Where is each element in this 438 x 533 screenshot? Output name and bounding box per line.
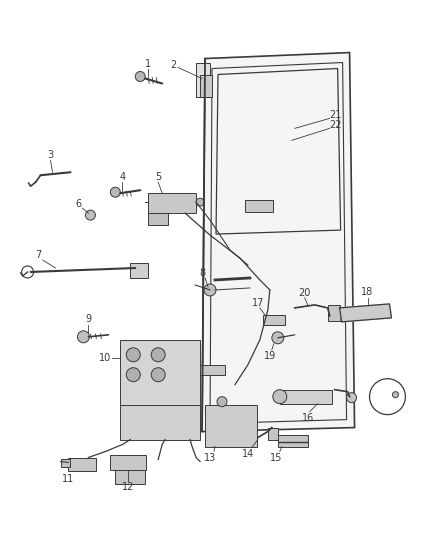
Circle shape bbox=[126, 348, 140, 362]
Bar bbox=[280, 390, 332, 403]
Text: 16: 16 bbox=[302, 413, 314, 423]
Text: 20: 20 bbox=[299, 288, 311, 298]
Text: 13: 13 bbox=[204, 453, 216, 463]
Bar bbox=[68, 457, 96, 472]
Bar bbox=[120, 340, 200, 405]
Text: 5: 5 bbox=[155, 172, 161, 182]
Circle shape bbox=[85, 210, 95, 220]
Text: 12: 12 bbox=[122, 482, 134, 492]
Text: 8: 8 bbox=[199, 268, 205, 278]
Bar bbox=[200, 76, 212, 98]
Text: 9: 9 bbox=[85, 314, 92, 324]
Circle shape bbox=[126, 368, 140, 382]
Circle shape bbox=[151, 368, 165, 382]
Text: 22: 22 bbox=[329, 120, 342, 131]
Bar bbox=[245, 200, 273, 212]
Bar bbox=[148, 193, 196, 213]
Bar bbox=[130, 263, 148, 278]
Circle shape bbox=[272, 332, 284, 344]
Bar bbox=[110, 455, 146, 471]
Bar bbox=[328, 305, 339, 321]
Bar bbox=[196, 62, 210, 98]
Circle shape bbox=[392, 392, 399, 398]
Circle shape bbox=[78, 331, 89, 343]
Polygon shape bbox=[202, 53, 355, 432]
Circle shape bbox=[346, 393, 357, 402]
Text: 3: 3 bbox=[47, 150, 53, 160]
Text: 18: 18 bbox=[361, 287, 374, 297]
Text: 17: 17 bbox=[252, 298, 264, 308]
Text: 10: 10 bbox=[99, 353, 112, 363]
Bar bbox=[278, 434, 308, 447]
Bar bbox=[148, 213, 168, 225]
Polygon shape bbox=[339, 304, 392, 322]
Bar bbox=[200, 365, 225, 375]
Text: 19: 19 bbox=[264, 351, 276, 361]
Bar bbox=[268, 427, 278, 440]
Bar bbox=[263, 315, 285, 325]
Circle shape bbox=[135, 71, 145, 82]
Circle shape bbox=[204, 284, 216, 296]
Bar bbox=[205, 405, 257, 447]
Circle shape bbox=[273, 390, 287, 403]
Circle shape bbox=[110, 187, 120, 197]
Text: 14: 14 bbox=[242, 448, 254, 458]
Text: 4: 4 bbox=[119, 172, 125, 182]
Text: 15: 15 bbox=[270, 453, 282, 463]
Circle shape bbox=[196, 198, 204, 206]
Circle shape bbox=[151, 348, 165, 362]
Text: 7: 7 bbox=[35, 250, 42, 260]
Bar bbox=[120, 405, 200, 440]
Text: 1: 1 bbox=[145, 59, 151, 69]
Bar bbox=[115, 471, 145, 484]
Text: 21: 21 bbox=[329, 110, 342, 120]
Text: 6: 6 bbox=[75, 199, 81, 209]
Circle shape bbox=[217, 397, 227, 407]
Bar bbox=[60, 459, 71, 467]
Text: 11: 11 bbox=[62, 474, 74, 484]
Text: 2: 2 bbox=[170, 60, 176, 69]
